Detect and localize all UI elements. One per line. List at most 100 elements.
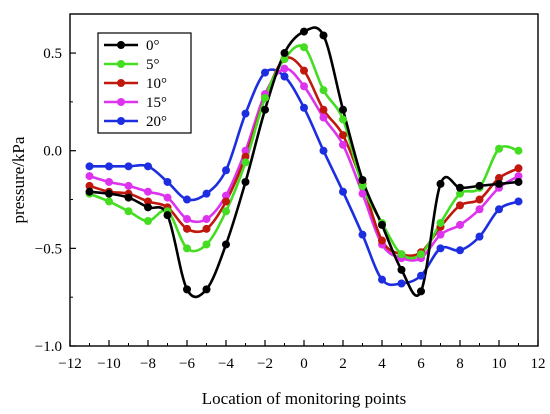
data-point xyxy=(280,54,289,63)
legend-marker xyxy=(117,98,125,106)
data-point xyxy=(144,217,152,226)
x-tick-label: 12 xyxy=(531,356,546,372)
data-point xyxy=(495,174,503,183)
data-point xyxy=(183,195,191,204)
data-point xyxy=(144,197,152,206)
data-point xyxy=(202,240,211,249)
data-point xyxy=(436,179,445,188)
data-point xyxy=(514,146,523,155)
data-point xyxy=(319,105,328,114)
x-tick-label: 8 xyxy=(456,356,464,372)
data-point xyxy=(417,250,425,259)
data-point xyxy=(514,172,523,181)
data-point xyxy=(417,287,425,296)
data-point xyxy=(202,189,211,198)
data-point xyxy=(202,224,211,233)
data-point xyxy=(300,82,308,91)
data-point xyxy=(144,203,152,212)
data-point xyxy=(261,68,269,77)
y-tick-label: 0.0 xyxy=(43,144,62,160)
data-point xyxy=(222,197,230,206)
data-point xyxy=(300,27,308,36)
x-tick-label: 2 xyxy=(339,356,347,372)
data-point xyxy=(124,207,133,216)
data-point xyxy=(339,105,347,114)
data-point xyxy=(397,279,406,288)
data-point xyxy=(495,179,503,188)
data-point xyxy=(319,146,328,155)
data-point xyxy=(124,181,133,190)
legend-label: 5° xyxy=(146,57,160,73)
data-point xyxy=(261,105,269,114)
data-point xyxy=(241,152,250,161)
data-point xyxy=(183,244,191,253)
legend-label: 0° xyxy=(146,38,160,54)
data-point xyxy=(456,201,464,210)
data-point xyxy=(163,211,172,220)
y-tick-label: −0.5 xyxy=(35,241,62,257)
data-point xyxy=(475,195,484,204)
data-point xyxy=(358,181,367,190)
data-point xyxy=(358,189,367,198)
data-point xyxy=(105,177,113,186)
series-points xyxy=(85,27,523,296)
data-point xyxy=(124,162,133,171)
data-point xyxy=(417,271,425,280)
legend-label: 20° xyxy=(146,114,167,130)
legend-marker xyxy=(117,60,125,68)
data-point xyxy=(85,172,94,181)
data-point xyxy=(358,230,367,239)
legend-label: 10° xyxy=(146,76,167,92)
data-point xyxy=(436,230,445,239)
y-axis-title: pressure/kPa xyxy=(9,136,28,223)
data-point xyxy=(378,275,386,284)
data-point xyxy=(339,131,347,140)
data-point xyxy=(456,220,464,229)
data-point xyxy=(85,162,94,171)
data-point xyxy=(144,187,152,196)
legend-label: 15° xyxy=(146,95,167,111)
data-point xyxy=(300,43,308,52)
data-point xyxy=(222,207,230,216)
data-point xyxy=(280,49,289,58)
data-point xyxy=(339,187,347,196)
x-tick-label: −4 xyxy=(218,356,234,372)
data-point xyxy=(397,250,406,259)
data-point xyxy=(436,218,445,227)
data-point xyxy=(241,158,250,167)
data-point xyxy=(319,113,328,122)
data-point xyxy=(202,215,211,224)
data-point xyxy=(495,205,503,214)
data-point xyxy=(183,224,191,233)
axis-ticks xyxy=(69,52,539,347)
data-point xyxy=(514,177,523,186)
data-point xyxy=(85,187,94,196)
x-tick-label: −10 xyxy=(97,356,120,372)
axis-tick-labels: −12 −10 −8 −6 −4 −2 0 2 4 6 8 10 12 −1.0 −0.5 0.0 0.5 xyxy=(35,46,546,372)
data-point xyxy=(183,215,191,224)
data-point xyxy=(358,176,367,184)
data-point xyxy=(319,86,328,95)
data-point xyxy=(105,162,113,171)
data-point xyxy=(163,177,172,186)
data-point xyxy=(475,232,484,241)
data-point xyxy=(222,240,230,249)
data-point xyxy=(222,166,230,175)
data-point xyxy=(339,115,347,124)
data-point xyxy=(514,197,523,206)
data-point xyxy=(280,72,289,81)
x-tick-label: 4 xyxy=(378,356,386,372)
data-point xyxy=(105,189,113,198)
x-tick-label: −8 xyxy=(140,356,156,372)
data-point xyxy=(261,93,269,102)
data-point xyxy=(241,177,250,186)
data-point xyxy=(105,197,113,206)
y-tick-label: −1.0 xyxy=(35,339,62,355)
data-point xyxy=(378,220,386,229)
legend-marker xyxy=(117,79,125,87)
data-point xyxy=(378,236,386,245)
data-point xyxy=(475,181,484,190)
data-point xyxy=(514,164,523,173)
data-point xyxy=(280,64,289,73)
